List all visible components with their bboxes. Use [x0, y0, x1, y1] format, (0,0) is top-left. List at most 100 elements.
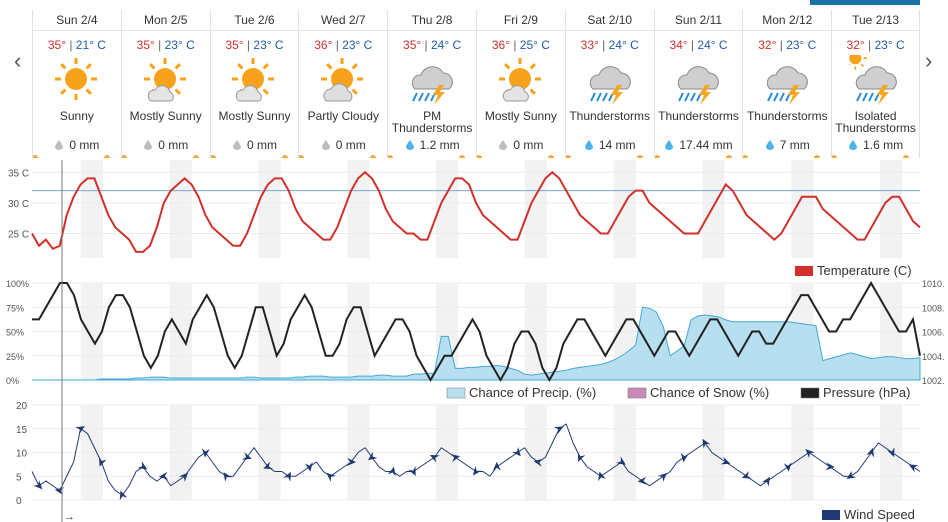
wind-direction-arrow [637, 476, 647, 485]
day-name: Fri 2/9 [477, 10, 565, 31]
day-column[interactable]: Mon 2/12 32° | 23° C Thunderstorms 7 mm [742, 10, 832, 158]
wind-direction-arrow [680, 452, 689, 463]
day-column[interactable]: Thu 2/8 35° | 24° C PM Thunderstorms 1.2 mm [387, 10, 476, 158]
raindrop-icon [665, 140, 674, 150]
high-temp: 36° [491, 38, 510, 52]
wind-direction-arrow [326, 472, 336, 482]
wind-direction-arrow [263, 461, 274, 469]
thunderstorm-icon [655, 53, 743, 110]
high-temp: 32° [846, 38, 865, 52]
y-tick-label: 5 [16, 472, 22, 483]
night-band [436, 160, 459, 258]
wind-line [31, 423, 921, 496]
legend-label: Wind Speed [844, 507, 915, 522]
y-tick-label: 20 [16, 401, 28, 412]
day-column[interactable]: Mon 2/5 35° | 23° C Mostly Sunny 0 mm [120, 10, 210, 158]
day-column[interactable]: Tue 2/6 35° | 23° C Mostly Sunny 0 mm [209, 10, 299, 158]
sun-moon-markers [654, 155, 732, 158]
day-temperatures: 35° | 24° C [403, 38, 462, 52]
low-temp: 23° C [253, 38, 284, 52]
precip-value: 1.6 mm [863, 138, 904, 152]
high-temp: 35° [47, 38, 66, 52]
low-temp: 24° C [430, 38, 462, 52]
day-column[interactable]: Sat 2/10 33° | 24° C Thunderstorms 14 mm [564, 10, 654, 158]
condition-text: Thunderstorms [658, 109, 739, 123]
high-temp: 33° [580, 38, 599, 52]
wind-direction-arrow [33, 480, 43, 490]
previous-days-arrow[interactable]: ‹ [14, 48, 22, 73]
day-column[interactable]: Sun 2/4 35° | 21° C Sunny 0 mm [32, 10, 121, 158]
low-temp: 24° C [697, 38, 728, 52]
low-temp: 23° C [164, 38, 195, 52]
right-tick-label: 1008. [922, 303, 945, 313]
condition-text: Sunny [59, 109, 94, 123]
day-column[interactable]: Sun 2/11 34° | 24° C Thunderstorms 17.44 mm [653, 10, 743, 158]
day-name: Sun 2/4 [33, 10, 121, 31]
wind-direction-arrow [367, 451, 378, 461]
night-band [791, 405, 814, 500]
low-temp: 23° C [342, 38, 373, 52]
day-column[interactable]: Tue 2/13 32° | 23° C Isolated Thunderstorm… [831, 10, 920, 158]
day-name: Tue 2/13 [832, 10, 919, 31]
sun-moon-markers [121, 155, 199, 158]
y-tick-label: 15 [16, 425, 28, 436]
precip-value: 14 mm [598, 138, 636, 152]
precip-value: 0 mm [158, 138, 189, 152]
left-tick-label: 50% [6, 328, 24, 338]
y-tick-label: 25 C [8, 230, 29, 241]
y-tick-label: 10 [16, 449, 28, 460]
night-band [169, 283, 192, 380]
condition-text: Mostly Sunny [484, 109, 557, 123]
left-tick-label: 100% [6, 279, 29, 289]
night-band [613, 160, 636, 258]
day-temperatures: 36° | 23° C [314, 38, 373, 52]
precip-amount: 0 mm [477, 138, 565, 154]
night-band [524, 283, 548, 380]
sun-moon-markers [565, 155, 643, 158]
low-temp: 23° C [874, 38, 905, 52]
low-temp: 25° C [519, 38, 550, 52]
legend-swatch [627, 387, 647, 399]
high-temp: 34° [669, 38, 688, 52]
right-tick-label: 1010. [922, 279, 945, 289]
raindrop-icon [405, 140, 414, 150]
condition-text: Thunderstorms [746, 109, 828, 123]
night-band [880, 283, 903, 380]
wind-direction-arrow [702, 438, 711, 449]
wind-direction-arrow [242, 452, 252, 460]
day-temperatures: 34° | 24° C [669, 38, 728, 52]
wind-direction-arrow [511, 446, 521, 457]
condition-text: Partly Cloudy [307, 109, 379, 123]
precip-amount: 0 mm [299, 138, 387, 154]
night-band [347, 283, 370, 380]
day-column[interactable]: Fri 2/9 36° | 25° C Mostly Sunny 0 mm [476, 10, 565, 158]
precip-value: 0 mm [335, 138, 366, 152]
day-name: Sat 2/10 [565, 10, 654, 31]
sun-moon-markers [832, 155, 910, 158]
wind-direction-arrow [761, 476, 771, 487]
night-band [880, 405, 903, 500]
right-tick-label: 1004. [922, 352, 945, 362]
partly-cloudy-icon [299, 53, 387, 110]
precip-amount: 0 mm [33, 138, 121, 154]
wind-direction-arrow [805, 449, 815, 459]
night-band [613, 283, 636, 380]
day-temperatures: 35° | 21° C [47, 38, 106, 52]
day-column[interactable]: Wed 2/7 36° | 23° C Partly Cloudy 0 mm [298, 10, 388, 158]
daily-forecast-row: Sun 2/4 35° | 21° C Sunny 0 mm Mon 2/5 35° | … [32, 10, 920, 158]
day-temperatures: 32° | 23° C [846, 38, 905, 52]
wind-direction-arrow [201, 448, 210, 458]
night-band [702, 160, 725, 258]
wind-direction-arrow [472, 465, 482, 476]
high-temp: 32° [758, 38, 777, 52]
night-band [880, 160, 903, 258]
isolated-thunderstorm-icon [832, 46, 919, 110]
wind-direction-arrow [657, 472, 667, 482]
right-tick-label: 1006. [922, 328, 945, 338]
raindrop-icon [232, 140, 241, 150]
precip-amount: 0 mm [122, 138, 210, 154]
sun-moon-markers [743, 155, 821, 158]
next-days-arrow[interactable]: › [925, 48, 933, 73]
night-band [80, 283, 104, 380]
wind-direction-arrow [304, 462, 313, 472]
